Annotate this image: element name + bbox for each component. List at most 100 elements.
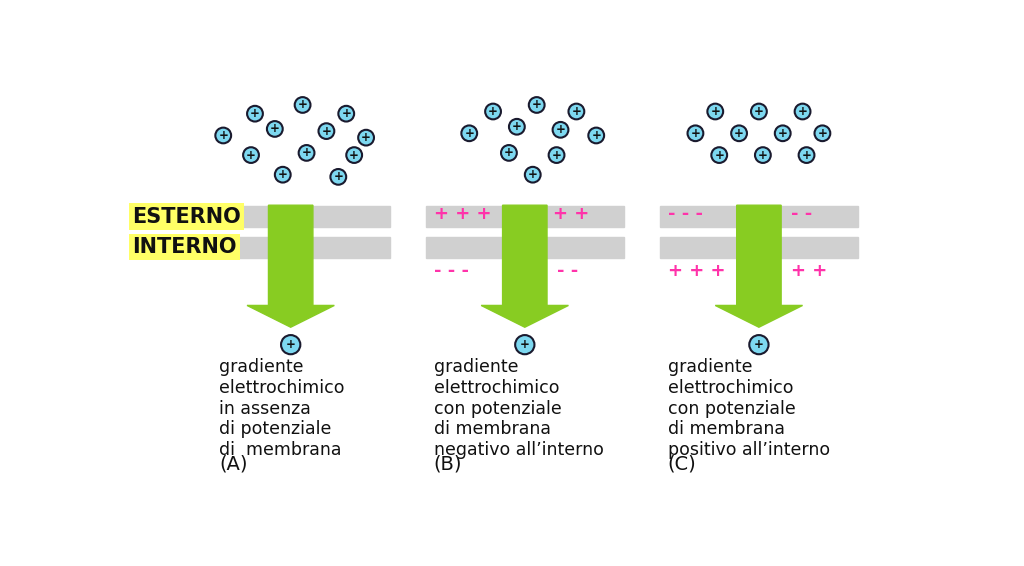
Ellipse shape: [331, 169, 346, 185]
Text: +: +: [778, 127, 787, 140]
Ellipse shape: [358, 130, 374, 145]
Text: +: +: [591, 129, 601, 142]
Text: (B): (B): [433, 454, 462, 473]
Text: +: +: [464, 127, 474, 140]
Text: +: +: [488, 105, 498, 118]
Text: +: +: [754, 105, 764, 118]
Text: (A): (A): [219, 454, 248, 473]
Bar: [191, 206, 390, 227]
Text: + +: + +: [791, 262, 827, 280]
Text: +: +: [246, 149, 256, 161]
Text: + +: + +: [553, 205, 589, 222]
Text: +: +: [322, 125, 332, 138]
Text: +: +: [754, 338, 764, 351]
Ellipse shape: [274, 167, 291, 183]
Text: +: +: [758, 149, 768, 161]
Ellipse shape: [814, 126, 830, 141]
Text: gradiente: gradiente: [433, 358, 518, 376]
Text: - - -: - - -: [433, 262, 469, 280]
Text: con potenziale: con potenziale: [668, 400, 796, 418]
Text: +: +: [520, 338, 529, 351]
Text: +: +: [504, 147, 514, 160]
Bar: [659, 206, 858, 227]
Text: - -: - -: [557, 262, 578, 280]
Ellipse shape: [553, 122, 568, 138]
Text: (C): (C): [668, 454, 696, 473]
Text: +: +: [349, 149, 359, 161]
Text: +: +: [334, 170, 343, 183]
Text: elettrochimico: elettrochimico: [219, 379, 345, 397]
Ellipse shape: [462, 126, 477, 141]
Ellipse shape: [515, 335, 535, 354]
Text: + + +: + + +: [433, 205, 492, 222]
Bar: [659, 237, 858, 258]
Text: di potenziale: di potenziale: [219, 421, 332, 439]
Text: +: +: [690, 127, 700, 140]
Ellipse shape: [318, 123, 334, 139]
Text: - -: - -: [791, 205, 812, 222]
Text: +: +: [556, 123, 565, 136]
Ellipse shape: [485, 104, 501, 119]
Ellipse shape: [755, 147, 771, 163]
Ellipse shape: [295, 97, 310, 113]
Ellipse shape: [795, 104, 810, 119]
Text: +: +: [298, 98, 307, 112]
Ellipse shape: [775, 126, 791, 141]
Text: +: +: [361, 131, 371, 144]
Text: +: +: [552, 149, 561, 161]
Text: +: +: [270, 122, 280, 135]
Polygon shape: [715, 205, 803, 327]
Text: +: +: [802, 149, 811, 161]
Ellipse shape: [731, 126, 746, 141]
Text: elettrochimico: elettrochimico: [433, 379, 559, 397]
Text: gradiente: gradiente: [219, 358, 304, 376]
Ellipse shape: [299, 145, 314, 161]
Ellipse shape: [712, 147, 727, 163]
Ellipse shape: [281, 335, 300, 354]
Ellipse shape: [528, 97, 545, 113]
Polygon shape: [481, 205, 568, 327]
Text: +: +: [715, 149, 724, 161]
Ellipse shape: [215, 127, 231, 143]
Text: +: +: [798, 105, 808, 118]
Text: +: +: [512, 120, 522, 133]
Text: con potenziale: con potenziale: [433, 400, 561, 418]
Text: elettrochimico: elettrochimico: [668, 379, 794, 397]
Text: negativo all’interno: negativo all’interno: [433, 441, 603, 460]
Bar: [191, 237, 390, 258]
Ellipse shape: [509, 119, 524, 135]
Bar: [426, 206, 624, 227]
Text: ESTERNO: ESTERNO: [132, 207, 241, 226]
Text: +: +: [531, 98, 542, 112]
Ellipse shape: [568, 104, 585, 119]
Ellipse shape: [243, 147, 259, 163]
Text: di  membrana: di membrana: [219, 441, 342, 460]
Bar: [426, 237, 624, 258]
Text: +: +: [734, 127, 744, 140]
Text: di membrana: di membrana: [433, 421, 551, 439]
Ellipse shape: [338, 106, 354, 122]
Text: +: +: [571, 105, 582, 118]
Ellipse shape: [501, 145, 517, 161]
Text: +: +: [817, 127, 827, 140]
Ellipse shape: [799, 147, 814, 163]
Text: +: +: [527, 168, 538, 181]
Text: gradiente: gradiente: [668, 358, 753, 376]
Text: +: +: [286, 338, 296, 351]
Text: positivo all’interno: positivo all’interno: [668, 441, 829, 460]
Text: +: +: [341, 107, 351, 120]
Text: +: +: [218, 129, 228, 142]
Ellipse shape: [751, 104, 767, 119]
Ellipse shape: [346, 147, 362, 163]
Ellipse shape: [589, 127, 604, 143]
Text: in assenza: in assenza: [219, 400, 311, 418]
Polygon shape: [247, 205, 334, 327]
Text: INTERNO: INTERNO: [132, 237, 237, 257]
Text: + + +: + + +: [668, 262, 725, 280]
Ellipse shape: [247, 106, 263, 122]
Ellipse shape: [549, 147, 564, 163]
Ellipse shape: [708, 104, 723, 119]
Text: di membrana: di membrana: [668, 421, 784, 439]
Text: - - -: - - -: [668, 205, 702, 222]
Ellipse shape: [525, 167, 541, 183]
